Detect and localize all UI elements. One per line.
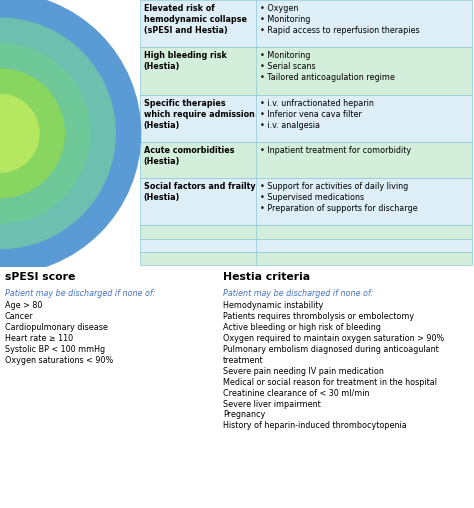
Bar xyxy=(140,251,472,265)
Text: Creatinine clearance of < 30 ml/min: Creatinine clearance of < 30 ml/min xyxy=(223,389,369,398)
Text: Medical or social reason for treatment in the hospital: Medical or social reason for treatment i… xyxy=(223,377,437,387)
Text: Oxygen saturations < 90%: Oxygen saturations < 90% xyxy=(5,356,113,365)
Text: Oxygen required to maintain oxygen saturation > 90%: Oxygen required to maintain oxygen satur… xyxy=(223,334,444,343)
Text: • Support for activities of daily living
• Supervised medications
• Preparation : • Support for activities of daily living… xyxy=(260,182,418,213)
Text: Patient may be discharged if none of:: Patient may be discharged if none of: xyxy=(5,289,155,298)
Text: Cardiopulmonary disease: Cardiopulmonary disease xyxy=(5,323,108,332)
Bar xyxy=(140,226,472,239)
Text: History of heparin-induced thrombocytopenia: History of heparin-induced thrombocytope… xyxy=(223,422,407,430)
Bar xyxy=(140,178,472,226)
Text: Severe liver impairment: Severe liver impairment xyxy=(223,399,320,408)
Text: Social factors and frailty
(Hestia): Social factors and frailty (Hestia) xyxy=(144,182,255,202)
Circle shape xyxy=(0,17,116,249)
Text: Age > 80: Age > 80 xyxy=(5,301,42,310)
Bar xyxy=(140,0,472,47)
Text: Pregnancy: Pregnancy xyxy=(223,410,265,420)
Bar xyxy=(140,47,472,94)
Text: Specific therapies
which require admission
(Hestia): Specific therapies which require admissi… xyxy=(144,99,255,130)
Text: Active bleeding or high risk of bleeding: Active bleeding or high risk of bleeding xyxy=(223,323,381,332)
Bar xyxy=(140,239,472,251)
Text: Hestia criteria: Hestia criteria xyxy=(223,272,310,282)
Bar xyxy=(140,94,472,142)
Text: • Inpatient treatment for comorbidity: • Inpatient treatment for comorbidity xyxy=(260,146,411,155)
Text: • Oxygen
• Monitoring
• Rapid access to reperfusion therapies: • Oxygen • Monitoring • Rapid access to … xyxy=(260,4,419,35)
Bar xyxy=(140,142,472,178)
Text: High bleeding risk
(Hestia): High bleeding risk (Hestia) xyxy=(144,51,227,71)
Text: Cancer: Cancer xyxy=(5,312,34,321)
Text: Elevated risk of
hemodynamic collapse
(sPESI and Hestia): Elevated risk of hemodynamic collapse (s… xyxy=(144,4,247,35)
Text: • Monitoring
• Serial scans
• Tailored anticoagulation regime: • Monitoring • Serial scans • Tailored a… xyxy=(260,51,395,82)
Text: • i.v. unfractionated heparin
• Inferior vena cava filter
• i.v. analgesia: • i.v. unfractionated heparin • Inferior… xyxy=(260,99,374,130)
Text: Heart rate ≥ 110: Heart rate ≥ 110 xyxy=(5,334,73,343)
Text: Pulmonary embolism diagnosed during anticoagulant
treatment: Pulmonary embolism diagnosed during anti… xyxy=(223,345,438,365)
Text: Patients requires thrombolysis or embolectomy: Patients requires thrombolysis or embole… xyxy=(223,312,414,321)
Text: Severe pain needing IV pain medication: Severe pain needing IV pain medication xyxy=(223,367,383,376)
Circle shape xyxy=(0,0,141,275)
Text: Acute comorbidities
(Hestia): Acute comorbidities (Hestia) xyxy=(144,146,234,166)
Text: Patient may be discharged if none of:: Patient may be discharged if none of: xyxy=(223,289,374,298)
Circle shape xyxy=(0,69,65,198)
Text: Systolic BP < 100 mmHg: Systolic BP < 100 mmHg xyxy=(5,345,105,354)
Circle shape xyxy=(0,94,39,173)
Text: sPESI score: sPESI score xyxy=(5,272,75,282)
Circle shape xyxy=(0,43,91,224)
Text: Hemodynamic instability: Hemodynamic instability xyxy=(223,301,323,310)
